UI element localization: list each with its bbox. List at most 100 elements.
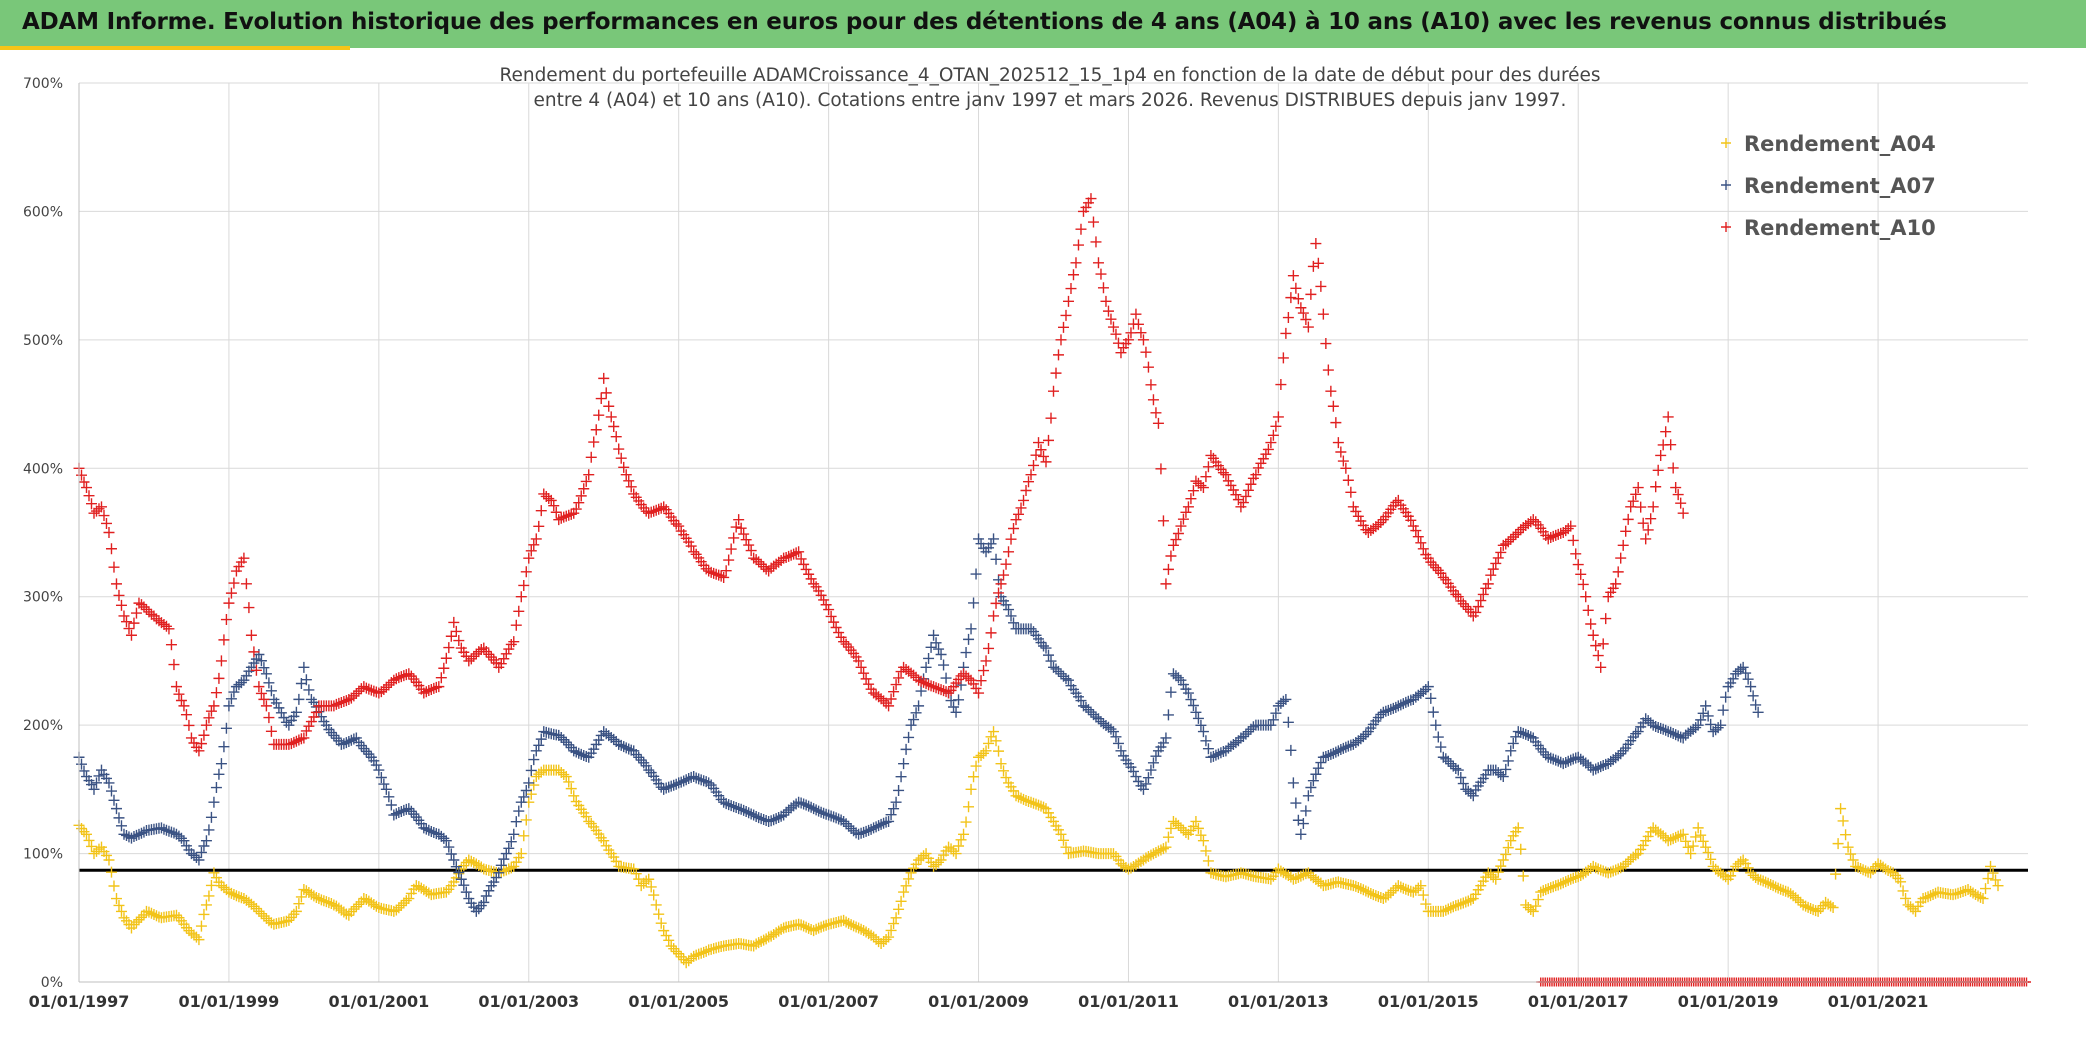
data-point [555,512,567,524]
data-point [1552,528,1564,540]
data-point [135,911,147,923]
data-point [1847,854,1859,866]
data-point [1740,667,1752,679]
data-point [808,803,820,815]
data-point [1652,464,1664,476]
data-point [675,951,687,963]
data-point [1990,874,2002,886]
data-point [1395,699,1407,711]
data-point [918,676,930,688]
data-point [683,955,695,967]
data-point [1262,443,1274,455]
data-point [570,503,582,515]
data-point [1312,257,1324,269]
data-point [633,751,645,763]
data-point [200,899,212,911]
data-point [85,498,97,510]
data-point [908,714,920,726]
data-point [1767,880,1779,892]
data-point [1033,799,1045,811]
data-point [500,848,512,860]
data-point [165,826,177,838]
x-tick-label: 01/01/2003 [478,992,579,1011]
data-point [190,851,202,863]
data-point [850,921,862,933]
data-point [648,505,660,517]
data-point [1560,876,1572,888]
data-point [1260,448,1272,460]
data-point [1862,866,1874,878]
data-point [1637,839,1649,851]
data-point [858,826,870,838]
data-point [563,776,575,788]
data-point [1672,830,1684,842]
data-point [188,929,200,941]
data-point [1577,578,1589,590]
data-point [1497,771,1509,783]
data-point [1480,582,1492,594]
data-point [1975,891,1987,903]
data-point [1680,835,1692,847]
data-point [1135,327,1147,339]
data-point [1850,860,1862,872]
data-point [1145,379,1157,391]
data-point [133,914,145,926]
data-point [1370,890,1382,902]
data-point [425,825,437,837]
data-point [1242,726,1254,738]
data-point [75,469,87,481]
data-point [1325,748,1337,760]
data-point [555,731,567,743]
data-point [303,684,315,696]
data-point [1165,550,1177,562]
data-point [1080,201,1092,213]
data-point [753,556,765,568]
data-point [78,826,90,838]
data-point [228,889,240,901]
data-point [1760,876,1772,888]
data-point [990,597,1002,609]
data-point [1127,765,1139,777]
data-point [1545,532,1557,544]
data-point [523,552,535,564]
data-point [1630,728,1642,740]
data-point [1882,864,1894,876]
data-point [1512,822,1524,834]
series-Rendement_A04 [73,726,2004,969]
data-point [175,694,187,706]
data-point [968,597,980,609]
data-point [403,893,415,905]
data-point [1270,420,1282,432]
data-point [1130,771,1142,783]
data-point [1677,732,1689,744]
data-point [155,822,167,834]
data-point [1897,885,1909,897]
series-Rendement_A07 [73,533,1764,917]
data-point [1547,753,1559,765]
data-point [1048,385,1059,397]
data-point [923,652,935,664]
data-point [100,849,112,861]
data-point [840,638,852,650]
data-point [1000,599,1012,611]
data-point [1290,797,1302,809]
data-point [1495,769,1507,781]
data-point [860,825,872,837]
data-point [1412,531,1424,543]
data-point [1467,790,1479,802]
data-point [1660,724,1672,736]
data-point [1072,239,1084,251]
data-point [615,452,627,464]
data-point [350,901,362,913]
data-point [1075,223,1087,235]
data-point [130,916,142,928]
data-point [843,820,855,832]
data-point [505,862,517,874]
data-point [565,783,577,795]
x-tick-label: 01/01/2019 [1678,992,1779,1011]
data-point [1202,855,1214,867]
data-point [598,835,610,847]
data-point [193,934,205,946]
data-point [108,794,120,806]
data-point [1555,878,1567,890]
